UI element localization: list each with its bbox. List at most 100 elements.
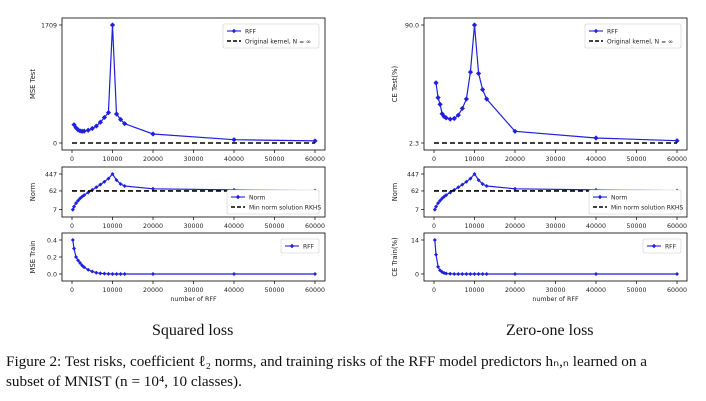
data-point bbox=[82, 265, 87, 270]
data-point bbox=[72, 204, 77, 209]
legend-box bbox=[642, 238, 682, 254]
data-point bbox=[150, 131, 156, 137]
x-tick-label: 60000 bbox=[305, 223, 325, 230]
data-point bbox=[480, 272, 485, 276]
y-tick-label: 0.4 bbox=[47, 237, 57, 244]
legend-label: Min norm solution RKHS bbox=[611, 204, 683, 211]
y-tick-label: 0.0 bbox=[47, 271, 57, 278]
data-point bbox=[94, 185, 99, 190]
data-point bbox=[151, 272, 155, 276]
data-point bbox=[98, 182, 103, 187]
x-tick-label: 60000 bbox=[667, 223, 687, 230]
data-point bbox=[114, 272, 119, 276]
x-tick-label: 40000 bbox=[586, 287, 606, 294]
data-point bbox=[464, 179, 469, 184]
data-point bbox=[480, 181, 485, 186]
legend-marker bbox=[289, 243, 295, 249]
data-point bbox=[460, 182, 465, 187]
x-tick-label: 20000 bbox=[143, 287, 163, 294]
x-tick-label: 40000 bbox=[224, 287, 244, 294]
data-point bbox=[432, 207, 437, 212]
x-tick-label: 10000 bbox=[464, 223, 484, 230]
chart-right-middle: 0 10000 20000 30000 40000 50000 60000 7 62 447 Nor… bbox=[391, 166, 688, 230]
data-point bbox=[90, 269, 95, 274]
legend-marker bbox=[593, 28, 599, 34]
data-point bbox=[74, 201, 79, 206]
legend-box bbox=[222, 23, 320, 49]
x-tick-label: 20000 bbox=[143, 156, 163, 163]
x-tick-label: 30000 bbox=[183, 287, 203, 294]
data-point bbox=[106, 271, 111, 276]
y-tick-label: 90.0 bbox=[405, 22, 419, 29]
data-point bbox=[76, 258, 81, 263]
data-point bbox=[468, 272, 473, 276]
figure-caption: Figure 2: Test risks, coefficient ℓ₂ nor… bbox=[6, 352, 702, 392]
x-tick-label: 30000 bbox=[183, 156, 203, 163]
data-point bbox=[448, 271, 453, 276]
data-point bbox=[468, 176, 473, 181]
x-tick-label: 30000 bbox=[183, 223, 203, 230]
y-tick-label: 62 bbox=[49, 188, 57, 195]
x-tick-label: 30000 bbox=[545, 223, 565, 230]
x-tick-label: 10000 bbox=[102, 223, 122, 230]
data-point bbox=[432, 238, 437, 242]
data-point bbox=[484, 96, 490, 102]
data-point bbox=[98, 271, 103, 276]
x-tick-label: 50000 bbox=[264, 156, 284, 163]
y-tick-label: 14 bbox=[411, 237, 419, 244]
y-axis-label: CE Train(%) bbox=[391, 237, 399, 277]
x-tick-label: 0 bbox=[70, 156, 74, 163]
x-tick-label: 60000 bbox=[305, 287, 325, 294]
y-tick-label: 62 bbox=[411, 188, 419, 195]
data-point bbox=[118, 272, 123, 276]
x-tick-label: 40000 bbox=[224, 223, 244, 230]
figure: 0 10000 20000 30000 40000 50000 60000 0 1709 MSE … bbox=[29, 17, 688, 303]
data-point bbox=[110, 172, 115, 176]
data-point bbox=[451, 115, 457, 122]
legend-label: Min norm solution RKHS bbox=[249, 204, 321, 211]
caption-line-2: subset of MNIST (n = 10⁴, 10 classes). bbox=[6, 373, 242, 390]
data-point bbox=[459, 105, 465, 112]
data-point bbox=[452, 272, 457, 276]
legend-box bbox=[280, 238, 320, 254]
data-point bbox=[232, 272, 236, 276]
data-point bbox=[93, 123, 99, 129]
data-point bbox=[82, 193, 87, 198]
data-point bbox=[593, 135, 599, 141]
legend-label: RFF bbox=[245, 28, 257, 35]
legend-label: RFF bbox=[665, 243, 677, 250]
data-point bbox=[105, 110, 112, 116]
legend-label: RFF bbox=[607, 28, 619, 35]
data-point bbox=[110, 272, 115, 276]
data-point bbox=[467, 69, 474, 75]
legend-box bbox=[588, 189, 682, 215]
x-tick-label: 0 bbox=[432, 156, 436, 163]
y-tick-label: 0 bbox=[415, 271, 419, 278]
legend-label: Original kernel, N = ∞ bbox=[607, 38, 673, 45]
data-point bbox=[513, 272, 517, 276]
x-tick-label: 40000 bbox=[586, 223, 606, 230]
chart-right-top: 0 10000 20000 30000 40000 50000 60000 2.3 90.0 CE… bbox=[391, 17, 688, 163]
y-axis-label: Norm bbox=[391, 182, 399, 201]
data-point bbox=[456, 272, 461, 276]
data-point bbox=[456, 185, 461, 190]
data-point bbox=[85, 127, 91, 133]
x-tick-label: 50000 bbox=[264, 287, 284, 294]
x-tick-label: 40000 bbox=[586, 156, 606, 163]
data-point bbox=[435, 95, 441, 101]
legend-marker bbox=[597, 194, 603, 200]
legend: RFF Original kernel, N = ∞ bbox=[584, 23, 682, 49]
data-point bbox=[513, 186, 517, 191]
data-point bbox=[439, 111, 445, 117]
chart-right-bottom: 0 10000 20000 30000 40000 50000 60000 0 14 CE Tra… bbox=[391, 232, 688, 303]
data-point bbox=[436, 201, 441, 206]
legend-box bbox=[584, 23, 682, 49]
data-point bbox=[444, 271, 449, 276]
data-point bbox=[463, 96, 469, 102]
chart-left-bottom: 0 10000 20000 30000 40000 50000 60000 0.0 0.2 0.4… bbox=[29, 232, 326, 303]
data-point bbox=[72, 246, 77, 251]
data-point bbox=[476, 272, 481, 276]
data-point bbox=[464, 272, 469, 276]
data-point bbox=[74, 255, 79, 259]
data-point bbox=[433, 80, 439, 86]
